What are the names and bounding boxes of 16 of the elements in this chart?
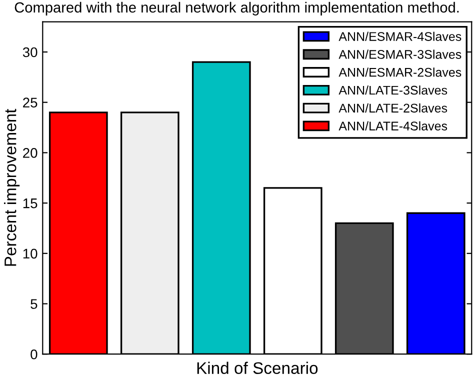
legend-label: ANN/ESMAR-4Slaves — [338, 32, 462, 41]
legend-label: ANN/LATE-3Slaves — [338, 85, 448, 95]
chart-title: Compared with the neural network algorithm implementation method. — [14, 2, 459, 16]
y-tick-label: 0 — [30, 349, 38, 360]
legend-label: ANN/LATE-4Slaves — [338, 121, 448, 130]
legend-label: ANN/ESMAR-3Slaves — [338, 50, 462, 59]
y-tick-label: 10 — [23, 248, 38, 259]
legend-label: ANN/LATE-2Slaves — [338, 103, 448, 113]
y-axis-title: Percent improvement — [4, 108, 20, 266]
y-tick-label: 15 — [23, 198, 38, 208]
y-tick-label: 20 — [23, 148, 38, 158]
legend-label: ANN/ESMAR-2Slaves — [338, 68, 462, 77]
y-tick-label: 30 — [22, 47, 38, 58]
y-tick-label: 5 — [30, 299, 38, 309]
x-axis-title: Kind of Scenario — [197, 362, 318, 374]
y-tick-label: 25 — [23, 98, 38, 108]
